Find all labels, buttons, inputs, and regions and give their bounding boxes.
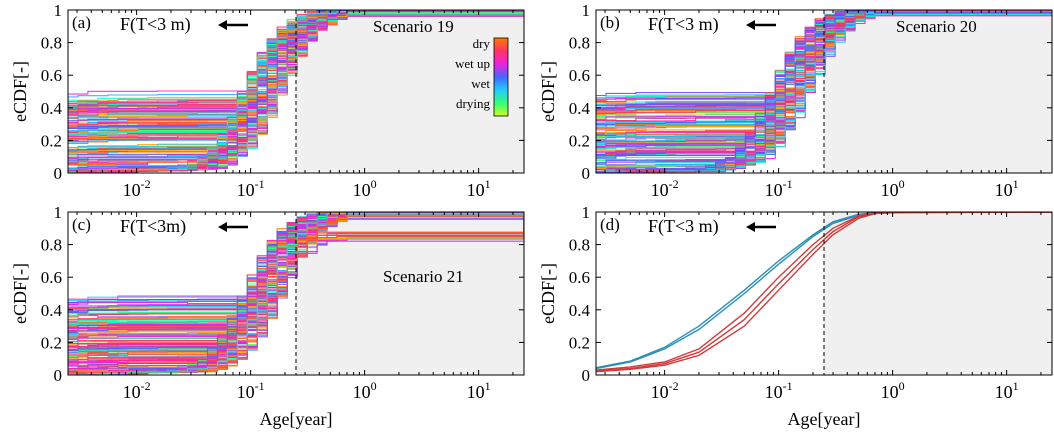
scenario-label: Scenario 21 xyxy=(383,267,464,286)
x-tick-label: 10-2 xyxy=(651,379,679,402)
shaded-region xyxy=(296,10,524,173)
curves xyxy=(68,212,524,375)
y-tick-label: 0.8 xyxy=(41,236,62,255)
y-axis-label: eCDF[-] xyxy=(538,263,558,324)
scenario-label: Scenario 19 xyxy=(373,17,454,36)
x-tick-label: 101 xyxy=(467,379,491,402)
shaded-region xyxy=(824,212,1052,375)
y-tick-label: 0.6 xyxy=(41,268,62,287)
y-tick-label: 1 xyxy=(54,1,63,20)
y-tick-label: 0.6 xyxy=(569,268,590,287)
panel-label: (d) xyxy=(600,215,620,234)
y-tick-label: 0.2 xyxy=(41,131,62,150)
y-tick-label: 0.6 xyxy=(41,66,62,85)
y-tick-label: 0.4 xyxy=(41,301,63,320)
y-tick-label: 0.2 xyxy=(569,131,590,150)
y-tick-label: 0.8 xyxy=(41,34,62,53)
curves xyxy=(68,10,524,173)
ensemble-curve xyxy=(596,10,1052,173)
axes-frame xyxy=(67,9,525,174)
axes-frame xyxy=(595,211,1053,376)
scenario-label: Scenario 20 xyxy=(896,17,977,36)
x-tick-label: 101 xyxy=(467,177,491,200)
panel-0: 0 0.2 0.4 0.6 0.8 1 10-2 10-1 100 101 eCDF[-] (a) F(… xyxy=(10,1,525,200)
panel-3: 0 0.2 0.4 0.6 0.8 1 10-2 10-1 100 101 eCDF[-] Age[y… xyxy=(538,203,1053,429)
x-tick-label: 10-2 xyxy=(123,177,151,200)
ensemble-curve xyxy=(68,212,524,375)
annotation-arrow-head xyxy=(218,20,227,30)
colorbar xyxy=(493,37,509,117)
x-tick-label: 10-1 xyxy=(237,177,265,200)
y-axis-label: eCDF[-] xyxy=(10,263,30,324)
x-tick-label: 100 xyxy=(353,379,377,402)
y-tick-label: 1 xyxy=(582,1,591,20)
colorbar-label: wet xyxy=(471,76,490,91)
x-tick-label: 10-2 xyxy=(123,379,151,402)
y-tick-label: 1 xyxy=(582,203,591,222)
y-tick-label: 0.8 xyxy=(569,34,590,53)
axes-frame xyxy=(595,9,1053,174)
x-axis-label: Age[year] xyxy=(788,409,861,429)
x-tick-label: 100 xyxy=(353,177,377,200)
x-tick-label: 100 xyxy=(881,379,905,402)
y-tick-label: 0 xyxy=(54,366,63,385)
annotation-text: F(T<3 m) xyxy=(120,14,191,35)
panel-label: (b) xyxy=(600,13,620,32)
x-axis-label: Age[year] xyxy=(260,409,333,429)
ensemble-curve xyxy=(68,10,524,173)
y-tick-label: 0.2 xyxy=(569,333,590,352)
panel-label: (a) xyxy=(72,13,91,32)
y-tick-label: 0.4 xyxy=(569,99,591,118)
y-tick-label: 0.8 xyxy=(569,236,590,255)
shaded-region xyxy=(824,10,1052,173)
x-tick-label: 10-1 xyxy=(237,379,265,402)
x-tick-label: 10-1 xyxy=(765,379,793,402)
y-tick-label: 0.6 xyxy=(569,66,590,85)
panel-2: 0 0.2 0.4 0.6 0.8 1 10-2 10-1 100 101 eCDF[-] Age[y… xyxy=(10,203,525,429)
x-tick-label: 101 xyxy=(995,379,1019,402)
annotation-arrow-head xyxy=(218,222,227,232)
ensemble-curve xyxy=(68,212,524,375)
panel-label: (c) xyxy=(72,215,91,234)
x-tick-label: 10-2 xyxy=(651,177,679,200)
y-tick-label: 0.2 xyxy=(41,333,62,352)
annotation-text: F(T<3m) xyxy=(120,216,186,237)
y-axis-label: eCDF[-] xyxy=(10,61,30,122)
x-tick-label: 101 xyxy=(995,177,1019,200)
colorbar-label: wet up xyxy=(455,56,490,71)
x-tick-label: 10-1 xyxy=(765,177,793,200)
y-tick-label: 0 xyxy=(54,164,63,183)
annotation-text: F(T<3 m) xyxy=(648,14,719,35)
colorbar-label: dry xyxy=(473,36,491,51)
panel-1: 0 0.2 0.4 0.6 0.8 1 10-2 10-1 100 101 eCDF[-] (b) F(… xyxy=(538,1,1053,200)
y-tick-label: 0.4 xyxy=(41,99,63,118)
y-tick-label: 1 xyxy=(54,203,63,222)
curves xyxy=(596,212,1052,373)
y-tick-label: 0 xyxy=(582,164,591,183)
curves xyxy=(596,10,1052,173)
x-tick-label: 100 xyxy=(881,177,905,200)
annotation-arrow-head xyxy=(746,20,755,30)
y-axis-label: eCDF[-] xyxy=(538,61,558,122)
series-line-4 xyxy=(596,212,1052,371)
y-tick-label: 0.4 xyxy=(569,301,591,320)
annotation-arrow-head xyxy=(746,222,755,232)
colorbar-label: drying xyxy=(456,96,490,111)
y-tick-label: 0 xyxy=(582,366,591,385)
annotation-text: F(T<3 m) xyxy=(648,216,719,237)
axes-frame xyxy=(67,211,525,376)
